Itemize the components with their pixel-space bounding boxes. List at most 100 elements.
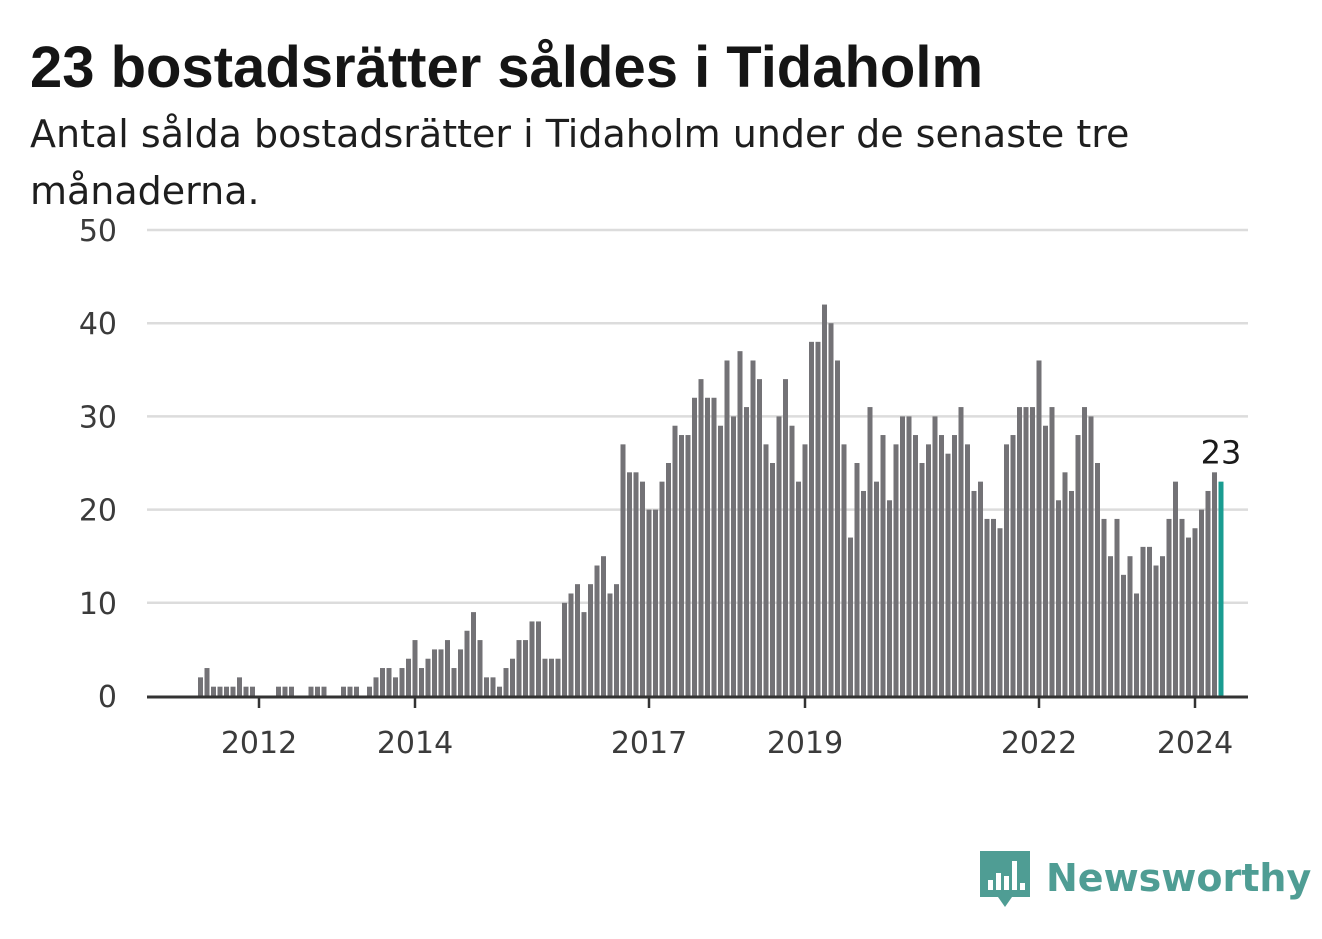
chart-title: 23 bostadsrätter såldes i Tidaholm	[30, 35, 984, 100]
bar	[289, 686, 294, 696]
bar	[386, 668, 392, 696]
y-tick-label: 0	[98, 680, 117, 715]
bar	[614, 584, 619, 696]
bar	[763, 444, 769, 696]
bar	[1160, 556, 1165, 696]
bar	[1082, 407, 1087, 696]
x-tick-label: 2024	[1157, 726, 1233, 761]
bar	[1114, 518, 1120, 696]
bar	[945, 453, 951, 696]
bar	[367, 686, 372, 696]
bar	[796, 481, 801, 696]
bar	[939, 435, 944, 696]
bar	[529, 621, 535, 696]
bar	[380, 668, 385, 696]
bar	[432, 649, 437, 696]
bar	[1036, 360, 1042, 696]
bar	[204, 668, 210, 696]
bar	[640, 481, 645, 696]
bar	[1173, 481, 1178, 696]
bar	[757, 379, 762, 696]
bar	[627, 472, 632, 696]
bar	[1134, 593, 1139, 696]
bar	[341, 686, 346, 696]
bar	[620, 444, 626, 696]
bar	[1043, 425, 1048, 696]
y-tick-label: 40	[79, 307, 117, 342]
bar	[594, 565, 600, 696]
bar	[666, 463, 671, 696]
bar	[516, 640, 522, 696]
x-tick-label: 2014	[377, 726, 453, 761]
bar	[913, 435, 918, 696]
bar	[1004, 444, 1009, 696]
bar	[861, 490, 866, 696]
bar	[848, 537, 853, 696]
bar	[1153, 565, 1159, 696]
bar	[711, 397, 717, 696]
bar	[744, 407, 749, 696]
bar	[1095, 463, 1100, 696]
bar	[1075, 435, 1081, 696]
bar	[874, 481, 879, 696]
bar	[809, 341, 814, 696]
bar	[815, 341, 821, 696]
bar	[523, 640, 528, 696]
bar	[276, 686, 281, 696]
bar	[841, 444, 847, 696]
bar	[198, 677, 203, 696]
bar	[464, 630, 470, 696]
bar	[789, 425, 795, 696]
bar	[1166, 518, 1172, 696]
bar	[672, 425, 678, 696]
bar	[750, 360, 756, 696]
bar	[321, 686, 327, 696]
bar	[484, 677, 489, 696]
y-tick-label: 10	[79, 587, 117, 622]
bar	[1127, 556, 1133, 696]
bar	[958, 407, 964, 696]
bar	[1023, 407, 1029, 696]
bar	[1192, 528, 1198, 696]
bar	[588, 584, 593, 696]
bar	[471, 612, 476, 696]
bar	[828, 323, 834, 696]
bar	[419, 668, 424, 696]
bar	[347, 686, 353, 696]
bars	[198, 304, 1224, 696]
bar	[217, 686, 223, 696]
bar	[562, 602, 567, 696]
highlight-bar	[1218, 481, 1224, 696]
bar	[1017, 407, 1022, 696]
bar	[971, 490, 977, 696]
bar	[679, 435, 684, 696]
bar	[575, 584, 580, 696]
bar	[477, 640, 483, 696]
bar	[1186, 537, 1191, 696]
bar	[984, 518, 990, 696]
bar	[555, 658, 561, 696]
bar	[1010, 435, 1016, 696]
bar	[1062, 472, 1068, 696]
bar	[659, 481, 665, 696]
bar	[354, 686, 359, 696]
bar	[646, 509, 652, 696]
last-value-label: 23	[1201, 434, 1242, 472]
y-tick-label: 30	[79, 400, 117, 435]
bar	[536, 621, 541, 696]
bar	[1205, 490, 1211, 696]
bar	[393, 677, 398, 696]
bar	[445, 640, 450, 696]
bar	[1069, 490, 1074, 696]
bar	[965, 444, 970, 696]
bar	[1049, 407, 1055, 696]
bar	[490, 677, 496, 696]
bar	[952, 435, 957, 696]
chart-subtitle: Antal sålda bostadsrätter i Tidaholm und…	[30, 112, 1130, 213]
bar	[900, 416, 905, 696]
newsworthy-logo-icon	[980, 851, 1030, 907]
bar	[568, 593, 574, 696]
bar	[510, 658, 515, 696]
brand-name: Newsworthy	[1046, 856, 1312, 900]
